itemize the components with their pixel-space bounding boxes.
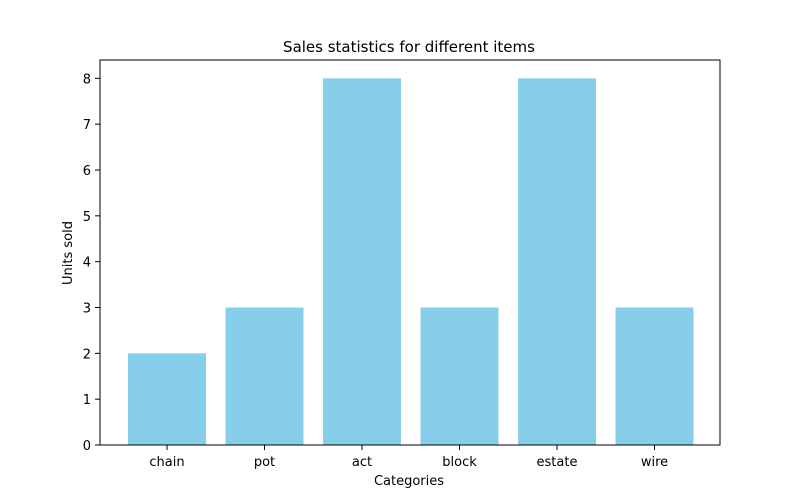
y-axis-ticks: 0 1 2 3 4 5 6 7 8 <box>83 72 100 454</box>
x-tick-label: pot <box>254 455 275 470</box>
bar-block <box>420 307 499 445</box>
x-tick-label: block <box>442 455 477 470</box>
x-axis-ticks: chain pot act block estate wire <box>149 445 668 470</box>
x-axis-label: Categories <box>374 474 444 489</box>
y-tick-label: 6 <box>83 164 91 179</box>
bar-estate <box>518 78 596 445</box>
y-tick-label: 0 <box>83 439 91 454</box>
bar-wire <box>615 307 694 445</box>
y-tick-label: 2 <box>83 347 91 362</box>
plot-frame <box>99 59 721 446</box>
y-tick-label: 3 <box>83 302 91 317</box>
y-tick-label: 4 <box>83 256 91 271</box>
x-tick-label: estate <box>537 455 578 470</box>
chart-title: Sales statistics for different items <box>283 38 535 56</box>
bars-group <box>128 78 694 445</box>
bar-chain <box>128 353 206 445</box>
y-tick-label: 8 <box>83 72 91 87</box>
bar-pot <box>225 307 304 445</box>
x-tick-label: act <box>352 455 372 470</box>
y-tick-label: 1 <box>83 393 91 408</box>
y-tick-label: 7 <box>83 118 91 133</box>
y-axis-label: Units sold <box>61 221 76 285</box>
bar-act <box>323 78 401 445</box>
y-tick-label: 5 <box>83 210 91 225</box>
x-tick-label: chain <box>149 455 184 470</box>
x-tick-label: wire <box>641 455 668 470</box>
